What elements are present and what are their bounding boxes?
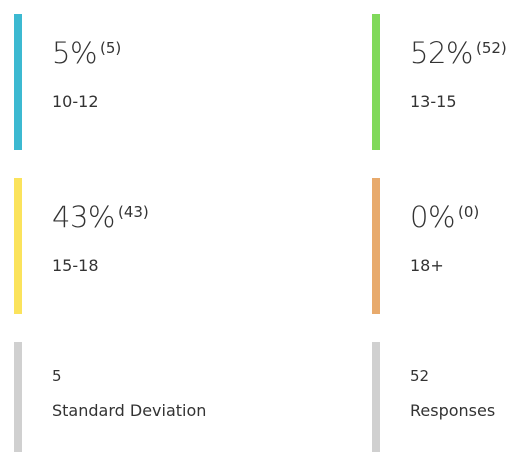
stat-label: Responses [410, 401, 496, 420]
stat-value: 52 [410, 367, 430, 385]
color-bar [14, 14, 22, 150]
percent: 52% [410, 36, 473, 70]
age-card: 52% (52) 13-15 [372, 14, 522, 150]
color-bar [372, 342, 380, 452]
stat-card: 52 Responses [372, 342, 522, 452]
percent: 0% [410, 200, 456, 234]
percent-row: 0% (0) [410, 200, 479, 234]
count: (43) [117, 203, 149, 221]
age-label: 18+ [410, 256, 444, 275]
stat-value: 5 [52, 367, 62, 385]
color-bar [14, 342, 22, 452]
percent: 43% [52, 200, 115, 234]
stat-card: 5 Standard Deviation [14, 342, 206, 452]
count: (0) [458, 203, 480, 221]
percent: 5% [52, 36, 98, 70]
age-label: 15-18 [52, 256, 99, 275]
color-bar [14, 178, 22, 314]
percent-row: 52% (52) [410, 36, 507, 70]
age-label: 13-15 [410, 92, 457, 111]
count: (5) [100, 39, 122, 57]
age-card: 0% (0) 18+ [372, 178, 522, 314]
percent-row: 5% (5) [52, 36, 121, 70]
count: (52) [475, 39, 507, 57]
color-bar [372, 14, 380, 150]
age-card: 43% (43) 15-18 [14, 178, 164, 314]
percent-row: 43% (43) [52, 200, 149, 234]
age-card: 5% (5) 10-12 [14, 14, 164, 150]
color-bar [372, 178, 380, 314]
age-label: 10-12 [52, 92, 99, 111]
stat-label: Standard Deviation [52, 401, 207, 420]
